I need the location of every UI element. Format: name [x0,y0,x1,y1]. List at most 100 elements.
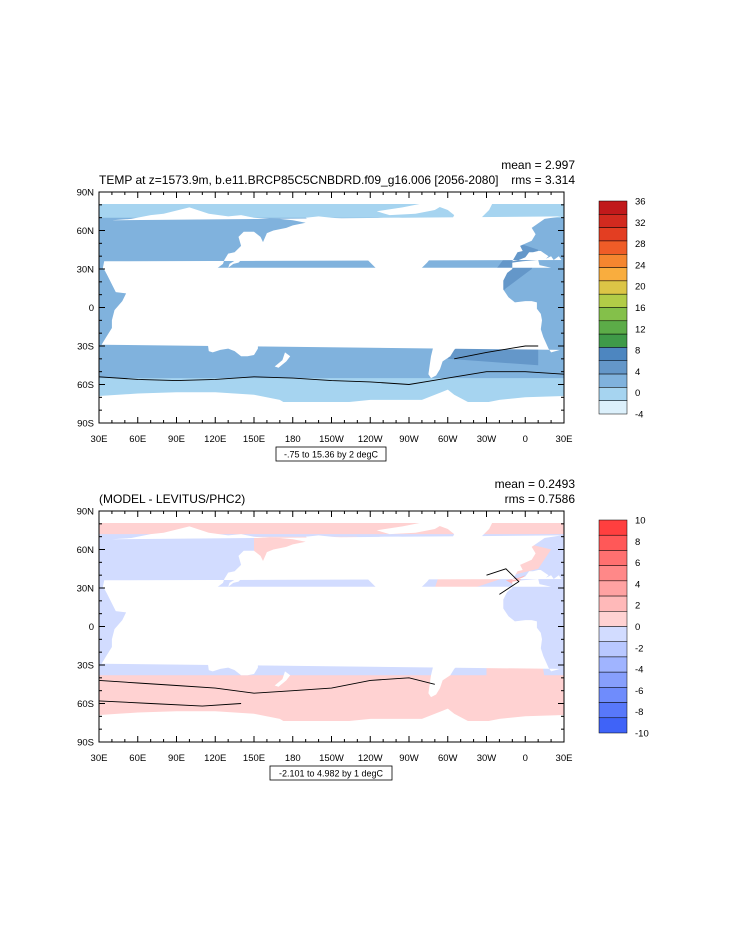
panel-title: TEMP at z=1573.9m, b.e11.BRCP85C5CNBDRD.… [99,173,498,187]
y-tick-label: 30N [77,265,95,276]
colorbar-swatch [598,373,628,388]
mediterranean-outflow-region [505,575,526,586]
colorbar-label: 2 [635,601,640,612]
colorbar-swatch [598,280,628,295]
colorbar-label: 32 [635,218,646,229]
colorbar-label: 36 [635,197,646,208]
y-tick-label: 30N [77,584,95,595]
y-tick-label: 30S [77,342,94,353]
colorbar-label: 0 [635,622,640,633]
y-tick-label: 90N [77,188,95,199]
x-tick-label: 180 [285,753,301,764]
colorbar-label: 0 [635,388,640,399]
land-indonesia [183,301,252,322]
x-tick-label: 60W [438,434,458,445]
land-new-zealand [274,352,291,368]
y-tick-label: 90S [77,419,94,430]
x-tick-label: 150W [319,753,344,764]
y-tick-label: 60S [77,699,94,710]
colorbar-swatch [598,580,628,597]
x-tick-label: 90W [399,753,419,764]
land-uk [516,552,527,563]
land-europe-asia [102,207,562,307]
x-tick-label: 0 [523,753,528,764]
colorbar-swatch [598,254,628,268]
y-tick-label: 60N [77,545,95,556]
colorbar-label: -4 [635,410,643,421]
x-tick-label: 60E [129,753,146,764]
land-arctic-islands [376,202,448,216]
land-japan [228,249,248,268]
colorbar-swatch [598,534,628,551]
land-arabia [105,586,137,610]
colorbar-swatch [598,717,628,734]
x-tick-label: 180 [285,434,301,445]
colorbar-label: 10 [635,516,646,527]
colorbar-label: 4 [635,367,640,378]
land-australia [207,640,258,676]
land-iceland [495,222,508,227]
colorbar-swatch [598,565,628,582]
colorbar-swatch [598,595,628,612]
colorbar-label: -4 [635,665,643,676]
land-iceland [495,541,508,546]
contour-line [98,700,242,707]
land-arabia [105,267,137,291]
x-tick-label: 150W [319,434,344,445]
colorbar-swatch [598,550,628,566]
colorbar-label: 28 [635,239,646,250]
bottom-panel: 90N 60N 30N 0 30S 60S 90S 30E 60E 90E 120E 150E 180 1… [77,477,649,781]
colorbar-swatch [598,656,628,673]
y-tick-label: 0 [89,303,94,314]
colorbar-swatch [598,519,628,536]
colorbar-swatch [598,400,628,415]
land-australia [207,321,258,357]
colorbar-swatch [598,347,628,361]
colorbar-label: -10 [635,729,649,740]
colorbar-label: 20 [635,282,646,293]
rms-value: rms = 0.7586 [505,492,576,506]
contour-info-box [269,765,393,781]
contour-line [98,677,435,694]
x-tick-label: 30E [556,434,573,445]
colorbar-label: 4 [635,579,640,590]
contour-info-text: -2.101 to 4.982 by 1 degC [279,769,384,779]
x-tick-label: 150E [243,753,265,764]
colorbar-swatch [598,307,628,322]
land-europe-asia [102,526,562,626]
colorbar-label: -6 [635,686,643,697]
colorbar-label: 8 [635,537,640,548]
land-indonesia [183,620,252,641]
colorbar-swatch [598,293,628,308]
colorbar-swatch [598,214,628,228]
contour-line [98,371,565,385]
colorbar-swatch [598,200,628,215]
y-tick-label: 90N [77,507,95,518]
land-madagascar [117,322,125,340]
y-tick-label: 60S [77,380,94,391]
colorbar-swatch [598,626,628,642]
colorbar-label: -8 [635,707,643,718]
colorbar-swatch [598,687,628,703]
x-tick-label: 30E [556,753,573,764]
mean-value: mean = 0.2493 [495,477,576,491]
y-tick-label: 0 [89,622,94,633]
colorbar-label: 16 [635,303,646,314]
land-madagascar [117,641,125,659]
colorbar-swatch [598,360,628,375]
colorbar-swatch [598,387,628,401]
x-tick-label: 30E [91,753,108,764]
contour-line [454,345,539,360]
land-arctic-islands [376,521,448,535]
x-tick-label: 90E [168,753,185,764]
colorbar-swatch [598,227,628,242]
land-japan [228,568,248,587]
contour-line [486,568,520,595]
y-tick-label: 90S [77,738,94,749]
x-tick-label: 90E [168,434,185,445]
colorbar-label: 12 [635,324,646,335]
colorbar-swatch [598,333,628,348]
colorbar-label: 24 [635,260,646,271]
colorbar-label: -2 [635,643,643,654]
